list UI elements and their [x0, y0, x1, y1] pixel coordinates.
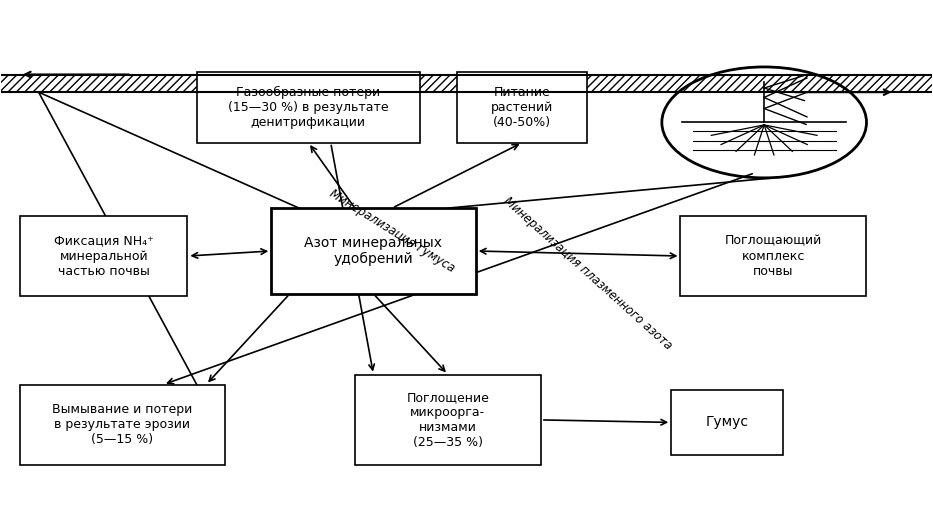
Bar — [272, 208, 476, 294]
Bar — [1, 75, 932, 92]
Bar — [671, 390, 783, 455]
Bar — [20, 215, 188, 297]
Text: Минерализация плазменного азота: Минерализация плазменного азота — [501, 195, 675, 353]
Bar — [355, 375, 541, 465]
Bar — [20, 385, 225, 465]
Text: Азот минеральных
удобрений: Азот минеральных удобрений — [304, 236, 442, 266]
Bar — [680, 215, 867, 297]
Text: Поглощающий
комплекс
почвы: Поглощающий комплекс почвы — [725, 235, 822, 277]
Bar — [197, 72, 420, 142]
Text: Поглощение
микроорга-
низмами
(25—35 %): Поглощение микроорга- низмами (25—35 %) — [407, 391, 489, 449]
Text: Минерализация гумуса: Минерализация гумуса — [327, 187, 457, 275]
Bar — [1, 57, 932, 110]
Text: Гумус: Гумус — [705, 415, 748, 429]
Bar — [457, 72, 588, 142]
Text: Питание
растений
(40-50%): Питание растений (40-50%) — [491, 86, 553, 129]
Text: Вымывание и потери
в результате эрозии
(5—15 %): Вымывание и потери в результате эрозии (… — [52, 404, 192, 447]
Text: Газообразные потери
(15—30 %) в результате
денитрификации: Газообразные потери (15—30 %) в результа… — [228, 86, 389, 129]
Text: Фиксация NH₄⁺
минеральной
частью почвы: Фиксация NH₄⁺ минеральной частью почвы — [54, 235, 154, 277]
